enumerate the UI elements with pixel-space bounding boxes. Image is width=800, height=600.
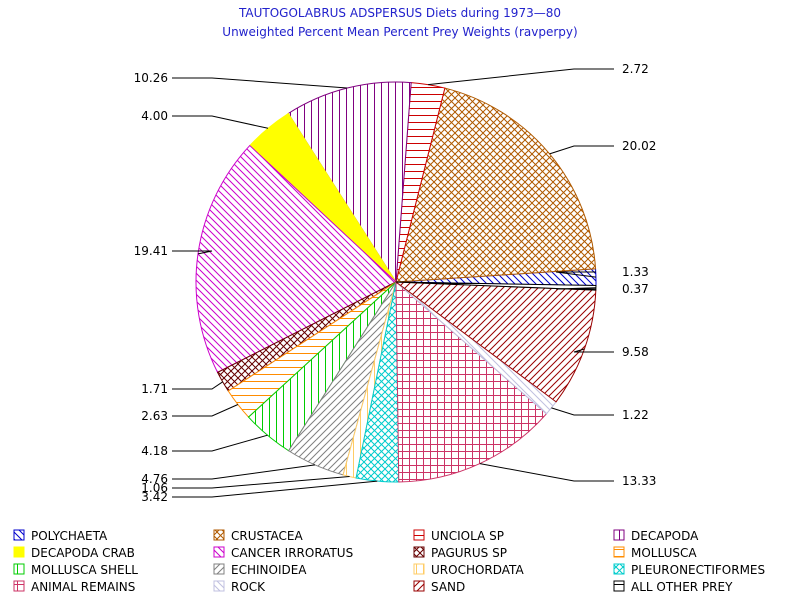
legend-label-unciola-sp: UNCIOLA SP — [431, 529, 504, 543]
pie-slices — [195, 81, 597, 483]
leader-line-crustacea — [549, 145, 614, 155]
legend-swatch-mollusca — [613, 546, 625, 558]
legend-swatch-rock — [213, 580, 225, 592]
legend-swatch-decapoda-crab — [13, 546, 25, 558]
legend-swatch-decapoda — [613, 529, 625, 541]
leader-line-animal-remains — [479, 463, 614, 482]
value-label-crustacea: 20.02 — [622, 139, 656, 153]
legend-label-mollusca: MOLLUSCA — [631, 546, 697, 560]
legend-label-cancer-irroratus: CANCER IRRORATUS — [231, 546, 353, 560]
value-label-echinoidea: 4.76 — [141, 472, 168, 486]
legend-swatch-urochordata — [413, 563, 425, 575]
legend-swatch-crustacea — [213, 529, 225, 541]
legend-label-sand: SAND — [431, 580, 465, 594]
leader-line-sand — [573, 348, 614, 353]
leader-line-mollusca-shell — [172, 434, 268, 452]
legend-label-urochordata: UROCHORDATA — [431, 563, 524, 577]
value-label-polychaeta: 1.33 — [622, 265, 649, 279]
legend-swatch-polychaeta — [13, 529, 25, 541]
legend-swatch-animal-remains — [13, 580, 25, 592]
leader-line-urochordata — [172, 476, 350, 489]
legend-swatch-mollusca-shell — [13, 563, 25, 575]
legend-label-animal-remains: ANIMAL REMAINS — [31, 580, 135, 594]
legend-label-mollusca-shell: MOLLUSCA SHELL — [31, 563, 138, 577]
value-label-pagurus-sp: 1.71 — [141, 382, 168, 396]
leader-line-pagurus-sp — [172, 381, 223, 390]
legend-swatch-pagurus-sp — [413, 546, 425, 558]
legend-swatch-echinoidea — [213, 563, 225, 575]
chart-subtitle: Unweighted Percent Mean Percent Prey Wei… — [222, 25, 577, 39]
pie-slice-decapoda — [287, 81, 412, 284]
leader-line-cancer-irroratus — [172, 250, 213, 255]
value-label-rock: 1.22 — [622, 408, 649, 422]
slice-labels: 1.33 20.02 2.72 10.26 4.00 19.41 1.71 2.63 4.18 4… — [134, 62, 657, 504]
leader-line-polychaeta — [555, 271, 596, 278]
legend-label-crustacea: CRUSTACEA — [231, 529, 303, 543]
leader-line-pleuronectiformes — [172, 480, 378, 498]
leader-line-all-other-prey — [555, 287, 596, 290]
legend-swatch-all-other-prey — [613, 580, 625, 592]
value-label-unciola-sp: 2.72 — [622, 62, 649, 76]
legend-label-rock: ROCK — [231, 580, 266, 594]
leader-line-rock — [551, 407, 614, 416]
leader-line-decapoda — [172, 77, 348, 89]
leader-line-unciola-sp — [428, 68, 614, 86]
leader-line-mollusca — [172, 404, 239, 417]
chart-title: TAUTOGOLABRUS ADSPERSUS Diets during 197… — [238, 6, 561, 20]
legend-label-pleuronectiformes: PLEURONECTIFORMES — [631, 563, 765, 577]
legend-label-pagurus-sp: PAGURUS SP — [431, 546, 507, 560]
value-label-decapoda-crab: 4.00 — [141, 109, 168, 123]
value-label-all-other-prey: 0.37 — [622, 282, 649, 296]
value-label-sand: 9.58 — [622, 345, 649, 359]
value-label-cancer-irroratus: 19.41 — [134, 244, 168, 258]
pie-slice-animal-remains — [395, 280, 548, 483]
leader-line-echinoidea — [172, 464, 316, 480]
legend-label-echinoidea: ECHINOIDEA — [231, 563, 307, 577]
legend-swatch-pleuronectiformes — [613, 563, 625, 575]
pie-slice-crustacea — [395, 87, 597, 283]
pie-slice-all-other-prey — [395, 281, 597, 291]
legend: POLYCHAETA CRUSTACEA UNCIOLA SP DECAPODA DEC… — [13, 529, 765, 594]
value-label-mollusca-shell: 4.18 — [141, 444, 168, 458]
value-label-mollusca: 2.63 — [141, 409, 168, 423]
legend-label-decapoda: DECAPODA — [631, 529, 699, 543]
leader-line-decapoda-crab — [172, 115, 269, 129]
legend-swatch-sand — [413, 580, 425, 592]
legend-swatch-cancer-irroratus — [213, 546, 225, 558]
legend-swatch-unciola-sp — [413, 529, 425, 541]
value-label-pleuronectiformes: 3.42 — [141, 490, 168, 504]
legend-label-polychaeta: POLYCHAETA — [31, 529, 108, 543]
value-label-animal-remains: 13.33 — [622, 474, 656, 488]
value-label-urochordata: 1.06 — [141, 481, 168, 495]
value-label-decapoda: 10.26 — [134, 71, 168, 85]
legend-label-decapoda-crab: DECAPODA CRAB — [31, 546, 135, 560]
legend-label-all-other-prey: ALL OTHER PREY — [631, 580, 733, 594]
